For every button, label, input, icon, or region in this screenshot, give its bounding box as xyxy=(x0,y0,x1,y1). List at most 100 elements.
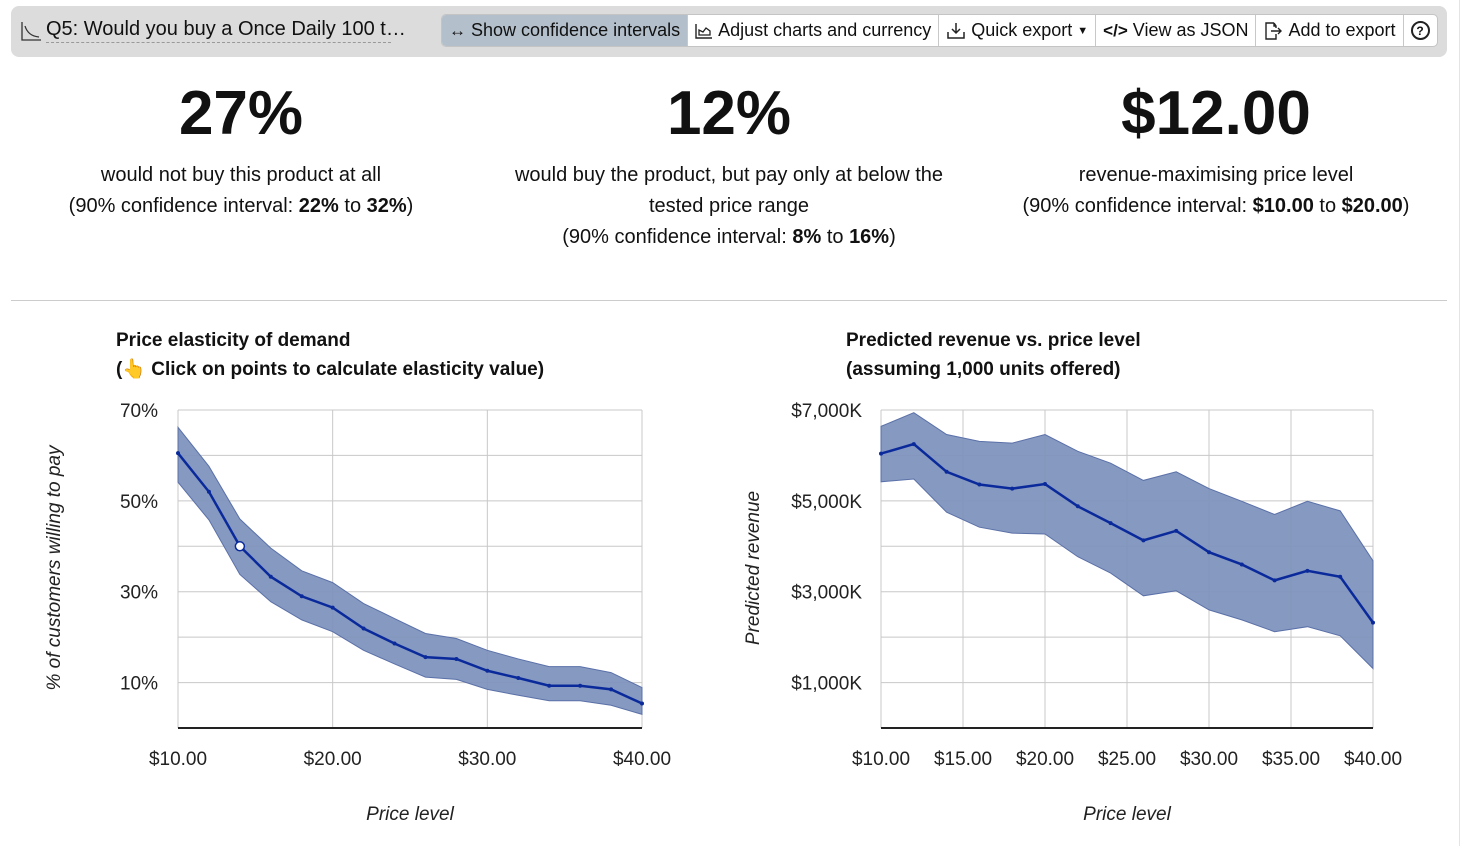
data-point xyxy=(1174,528,1179,533)
chart-subtitle: (👆 Click on points to calculate elastici… xyxy=(116,359,545,380)
kpi-label: revenue-maximising price level xyxy=(1078,164,1354,186)
data-point xyxy=(361,626,366,631)
data-point xyxy=(547,683,552,688)
data-point xyxy=(640,701,644,706)
data-point xyxy=(944,469,949,474)
y-tick-label: 70% xyxy=(120,401,158,422)
page-edge-divider xyxy=(1459,0,1460,846)
x-tick-label: $40.00 xyxy=(1344,749,1402,770)
section-divider xyxy=(11,300,1447,301)
selected-data-point xyxy=(234,541,246,552)
kpi-would-not-buy: 27% would not buy this product at all (9… xyxy=(6,78,476,222)
series-line xyxy=(880,442,1375,624)
kpi-below-price-range: 12% would buy the product, but pay only … xyxy=(494,78,964,253)
elasticity-chart: 10% 30% 50% 70% $10.00 $20.00 $30.00 $40.00 Pric… xyxy=(44,401,671,825)
data-point xyxy=(330,605,335,610)
chart-subtitle: (assuming 1,000 units offered) xyxy=(846,359,1121,380)
kpi-label: would not buy this product at all xyxy=(100,164,382,186)
data-point xyxy=(977,482,982,487)
download-icon xyxy=(947,22,965,39)
elasticity-chart-title: Price elasticity of demand (👆 Click on p… xyxy=(116,326,544,384)
data-point xyxy=(1075,504,1080,509)
y-tick-label: $3,000K xyxy=(791,583,862,604)
add-to-export-button[interactable]: Add to export xyxy=(1256,15,1404,46)
area-chart-icon xyxy=(695,23,713,39)
button-label: Show confidence intervals xyxy=(471,20,681,40)
confidence-band xyxy=(177,425,643,716)
question-title[interactable]: Q5: Would you buy a Once Daily 100 t… xyxy=(20,14,406,47)
help-button[interactable]: ? xyxy=(1404,15,1437,46)
x-tick-label: $15.00 xyxy=(934,749,992,770)
kpi-confidence-interval: (90% confidence interval: 8% to 16%) xyxy=(562,226,896,248)
data-point xyxy=(1043,482,1047,487)
data-point xyxy=(206,489,211,494)
data-point xyxy=(268,574,273,579)
y-axis-title: Predicted revenue xyxy=(743,491,764,645)
question-title-text: Q5: Would you buy a Once Daily 100 t… xyxy=(46,18,406,43)
data-point xyxy=(1010,486,1015,491)
quick-export-dropdown[interactable]: Quick export ▼ xyxy=(939,15,1097,46)
data-point xyxy=(1305,568,1310,573)
data-point xyxy=(454,656,459,661)
data-point xyxy=(1338,574,1343,579)
kpi-label-line2: tested price range xyxy=(648,195,810,217)
data-point xyxy=(1371,620,1375,625)
button-label: Add to export xyxy=(1288,20,1396,40)
x-tick-label: $35.00 xyxy=(1262,749,1320,770)
x-tick-label: $20.00 xyxy=(1016,749,1074,770)
data-point xyxy=(1272,578,1277,583)
data-point xyxy=(485,668,490,673)
data-point xyxy=(1207,550,1211,555)
data-point xyxy=(516,676,521,681)
toolbar-button-group: ↔ Show confidence intervals Adjust chart… xyxy=(441,14,1438,47)
arrows-horizontal-icon: ↔ xyxy=(449,20,466,40)
chart-title-text: Price elasticity of demand xyxy=(116,330,351,351)
y-tick-label: $5,000K xyxy=(791,492,862,513)
y-tick-label: 30% xyxy=(120,583,158,604)
data-point xyxy=(879,451,883,456)
data-point xyxy=(176,451,180,456)
x-tick-label: $25.00 xyxy=(1098,749,1156,770)
code-icon: </> xyxy=(1103,20,1128,40)
revenue-chart-title: Predicted revenue vs. price level (assum… xyxy=(846,326,1141,384)
file-export-icon xyxy=(1265,21,1283,40)
revenue-chart: $1,000K $3,000K $5,000K $7,000K $10.00 $15.00… xyxy=(743,401,1402,825)
pointing-hand-icon: 👆 xyxy=(122,359,146,380)
caret-down-icon: ▼ xyxy=(1077,24,1089,37)
x-tick-label: $10.00 xyxy=(852,749,910,770)
series-line xyxy=(177,452,643,705)
x-axis-title: Price level xyxy=(366,804,454,825)
adjust-charts-button[interactable]: Adjust charts and currency xyxy=(688,15,940,46)
show-confidence-intervals-button[interactable]: ↔ Show confidence intervals xyxy=(442,15,689,46)
data-point xyxy=(299,594,304,599)
chart-curve-icon xyxy=(21,21,41,41)
x-tick-label: $10.00 xyxy=(149,749,207,770)
kpi-value: 27% xyxy=(178,79,304,148)
y-tick-label: $7,000K xyxy=(791,401,862,422)
data-point xyxy=(392,641,397,646)
data-point xyxy=(1108,521,1113,526)
button-label: Quick export xyxy=(971,20,1073,40)
y-tick-label: 10% xyxy=(120,674,158,695)
data-point xyxy=(1239,562,1244,567)
data-point xyxy=(1141,538,1146,543)
x-tick-label: $30.00 xyxy=(458,749,516,770)
data-point xyxy=(609,687,614,692)
confidence-band xyxy=(880,412,1374,670)
y-tick-label: 50% xyxy=(120,492,158,513)
x-tick-label: $20.00 xyxy=(304,749,362,770)
view-as-json-button[interactable]: </> View as JSON xyxy=(1096,15,1257,46)
x-tick-label: $30.00 xyxy=(1180,749,1238,770)
button-label: Adjust charts and currency xyxy=(718,20,932,40)
data-point xyxy=(423,655,428,660)
button-label: View as JSON xyxy=(1132,20,1249,40)
kpi-label: would buy the product, but pay only at b… xyxy=(514,164,944,186)
x-axis-title: Price level xyxy=(1083,804,1171,825)
help-icon: ? xyxy=(1410,21,1430,40)
kpi-confidence-interval: (90% confidence interval: $10.00 to $20.… xyxy=(1022,195,1410,217)
y-tick-label: $1,000K xyxy=(791,674,862,695)
chart-title-text: Predicted revenue vs. price level xyxy=(846,330,1141,351)
data-point xyxy=(911,442,916,447)
kpi-value: $12.00 xyxy=(1121,79,1311,148)
data-point xyxy=(578,683,583,688)
